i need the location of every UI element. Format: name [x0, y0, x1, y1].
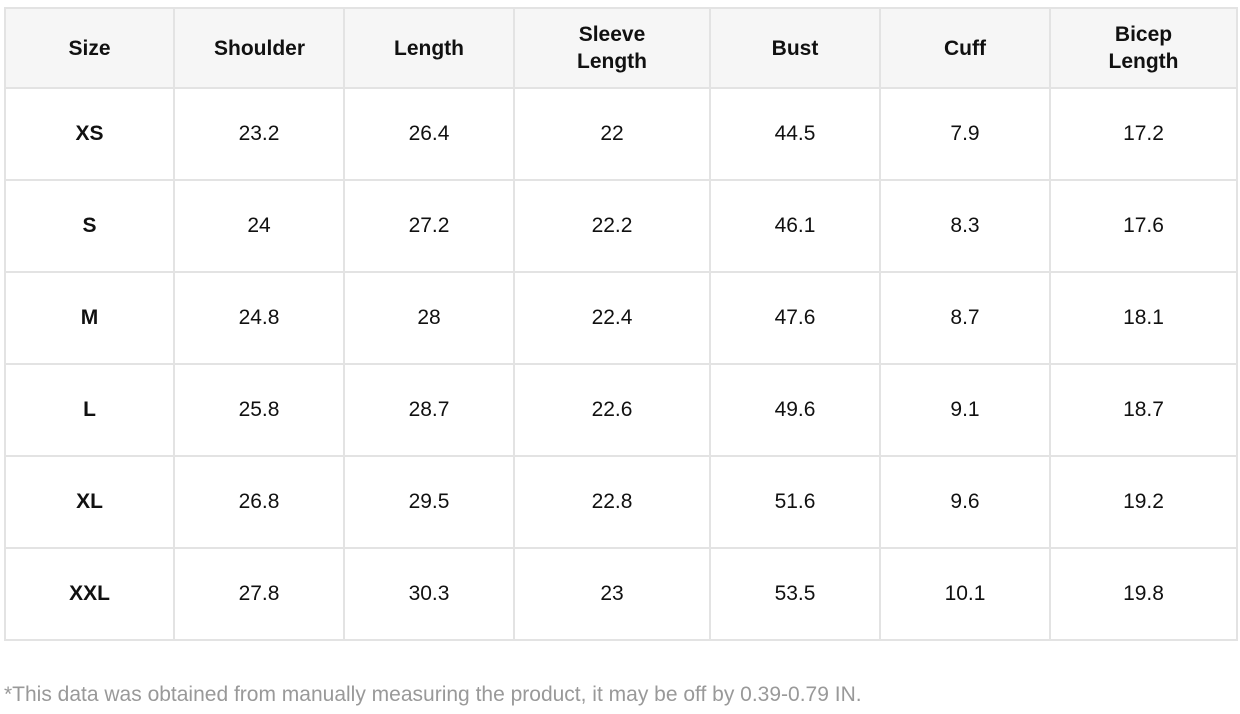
header-text: Bust [771, 36, 819, 60]
value-cell: 51.6 [709, 455, 881, 549]
table-row: XS 23.2 26.4 22 44.5 7.9 17.2 [4, 87, 1238, 181]
header-cell: Length [343, 7, 515, 89]
value-cell: 22.8 [513, 455, 711, 549]
value-cell: 27.2 [343, 179, 515, 273]
value-cell: 17.6 [1049, 179, 1238, 273]
header-text: Sleeve Length [577, 23, 647, 73]
value-cell: 53.5 [709, 547, 881, 641]
value-cell: 26.8 [173, 455, 345, 549]
value-cell: 44.5 [709, 87, 881, 181]
table-row: XXL 27.8 30.3 23 53.5 10.1 19.8 [4, 547, 1238, 641]
size-cell: S [4, 179, 175, 273]
value-cell: 22.4 [513, 271, 711, 365]
value-cell: 8.3 [879, 179, 1051, 273]
size-cell: M [4, 271, 175, 365]
size-cell: L [4, 363, 175, 457]
value-cell: 9.1 [879, 363, 1051, 457]
value-cell: 18.1 [1049, 271, 1238, 365]
size-cell: XS [4, 87, 175, 181]
header-row: Size Shoulder Length Sleeve Length Bust Cuff B… [4, 7, 1238, 89]
value-cell: 49.6 [709, 363, 881, 457]
value-cell: 22.2 [513, 179, 711, 273]
value-cell: 9.6 [879, 455, 1051, 549]
table-row: L 25.8 28.7 22.6 49.6 9.1 18.7 [4, 363, 1238, 457]
table-row: M 24.8 28 22.4 47.6 8.7 18.1 [4, 271, 1238, 365]
header-cell: Sleeve Length [513, 7, 711, 89]
value-cell: 24 [173, 179, 345, 273]
value-cell: 30.3 [343, 547, 515, 641]
value-cell: 29.5 [343, 455, 515, 549]
header-text: Length [394, 36, 464, 60]
value-cell: 19.8 [1049, 547, 1238, 641]
size-cell: XL [4, 455, 175, 549]
header-cell: Shoulder [173, 7, 345, 89]
table-row: XL 26.8 29.5 22.8 51.6 9.6 19.2 [4, 455, 1238, 549]
value-cell: 22.6 [513, 363, 711, 457]
header-text: Shoulder [214, 36, 306, 60]
value-cell: 28.7 [343, 363, 515, 457]
header-cell: Size [4, 7, 175, 89]
value-cell: 47.6 [709, 271, 881, 365]
header-text: Cuff [944, 36, 986, 60]
value-cell: 10.1 [879, 547, 1051, 641]
header-cell: Cuff [879, 7, 1051, 89]
value-cell: 27.8 [173, 547, 345, 641]
value-cell: 7.9 [879, 87, 1051, 181]
header-text: Bicep Length [1108, 23, 1179, 73]
footnote: *This data was obtained from manually me… [4, 683, 862, 706]
value-cell: 23 [513, 547, 711, 641]
table-body: XS 23.2 26.4 22 44.5 7.9 17.2 S 24 27.2 22.2 46.1 8.… [4, 87, 1238, 641]
size-cell: XXL [4, 547, 175, 641]
value-cell: 19.2 [1049, 455, 1238, 549]
value-cell: 22 [513, 87, 711, 181]
table-row: S 24 27.2 22.2 46.1 8.3 17.6 [4, 179, 1238, 273]
value-cell: 28 [343, 271, 515, 365]
value-cell: 25.8 [173, 363, 345, 457]
value-cell: 23.2 [173, 87, 345, 181]
header-text: Size [68, 36, 111, 60]
value-cell: 17.2 [1049, 87, 1238, 181]
header-cell: Bust [709, 7, 881, 89]
value-cell: 8.7 [879, 271, 1051, 365]
value-cell: 46.1 [709, 179, 881, 273]
header-cell: Bicep Length [1049, 7, 1238, 89]
value-cell: 26.4 [343, 87, 515, 181]
value-cell: 24.8 [173, 271, 345, 365]
size-table: Size Shoulder Length Sleeve Length Bust Cuff B… [4, 7, 1238, 641]
value-cell: 18.7 [1049, 363, 1238, 457]
